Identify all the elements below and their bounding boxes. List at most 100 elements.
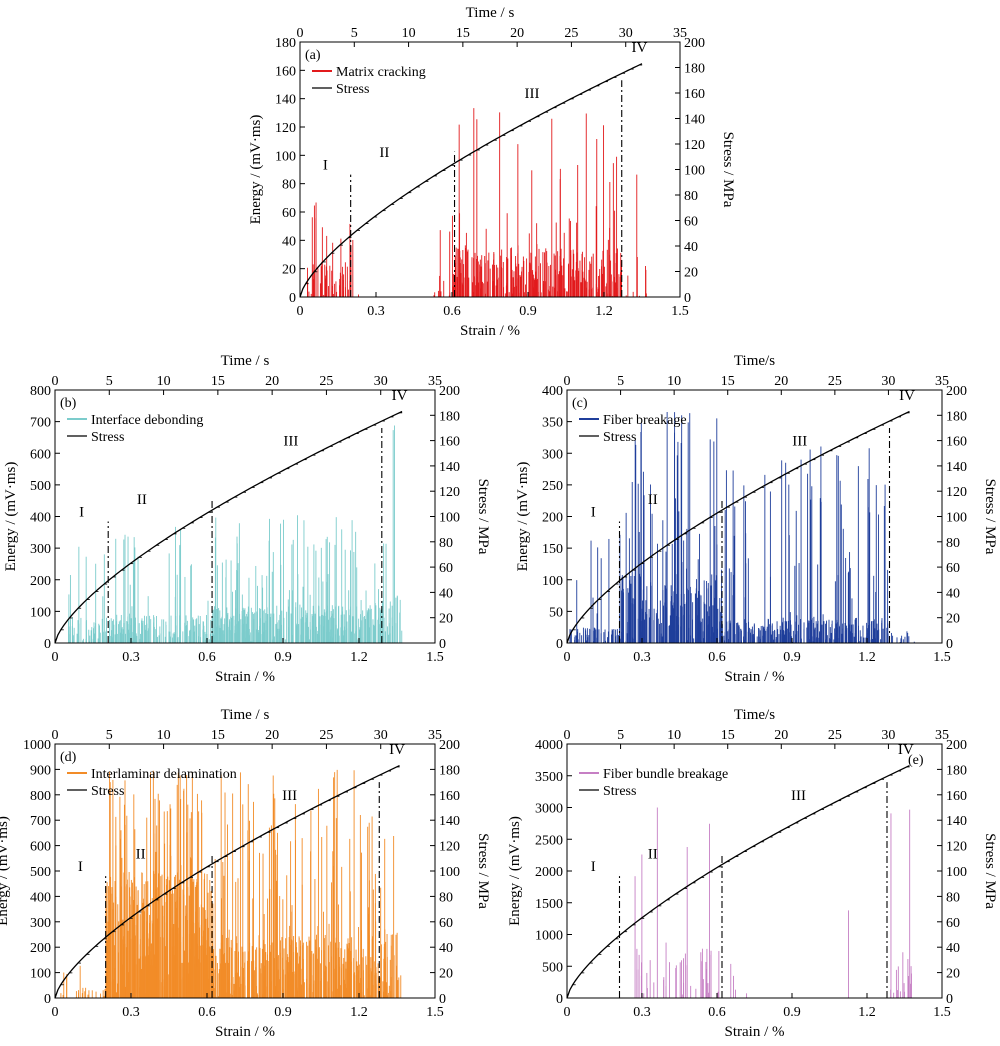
x2-tick-label: 20 [265,374,279,389]
x-tick-label: 0.3 [633,650,651,665]
x-tick-label: 1.5 [426,650,444,665]
x-tick-label: 1.2 [350,650,368,665]
x2-tick-label: 35 [673,26,687,41]
x2-tick-label: 35 [935,374,949,389]
y-tick-label: 1500 [535,897,563,912]
x-tick-label: 1.5 [426,1005,444,1020]
y2-axis-label: Stress / MPa [982,833,998,909]
y2-tick-label: 160 [439,435,460,450]
x-tick-label: 1.5 [933,650,951,665]
x2-tick-label: 10 [667,728,681,743]
y2-tick-label: 80 [946,536,960,551]
x2-tick-label: 10 [667,374,681,389]
x2-tick-label: 30 [374,374,388,389]
x2-tick-label: 15 [211,374,225,389]
x2-tick-label: 20 [774,374,788,389]
y2-tick-label: 40 [684,240,698,255]
x-tick-label: 0 [52,1005,59,1020]
x-tick-label: 1.5 [933,1005,951,1020]
y-tick-label: 600 [30,840,51,855]
y2-tick-label: 100 [946,865,967,880]
y2-tick-label: 140 [946,460,967,475]
x2-axis-label: Time / s [466,5,515,21]
y-tick-label: 400 [30,511,51,526]
x2-tick-label: 0 [564,374,571,389]
stage-label: IV [899,388,915,404]
y-tick-label: 200 [30,941,51,956]
y-tick-label: 80 [282,178,296,193]
stress-curve [54,765,400,999]
stage-label: II [379,145,389,161]
y2-tick-label: 200 [439,738,460,753]
y-tick-label: 250 [542,479,563,494]
y2-tick-label: 160 [439,789,460,804]
y-tick-label: 2500 [535,833,563,848]
x2-tick-label: 10 [157,728,171,743]
y-tick-label: 900 [30,763,51,778]
y2-axis-label: Stress / MPa [982,479,998,555]
x2-tick-label: 5 [617,728,624,743]
y2-tick-label: 120 [946,485,967,500]
legend-entry: Stress [603,784,636,799]
legend-entry: Interface debonding [91,413,203,428]
x2-tick-label: 35 [428,728,442,743]
y2-tick-label: 180 [439,409,460,424]
stage-label: III [525,86,540,102]
y2-tick-label: 160 [684,87,705,102]
y2-tick-label: 80 [684,189,698,204]
y2-tick-label: 0 [946,637,953,652]
x-tick-label: 0.6 [198,650,216,665]
y-tick-label: 100 [275,149,296,164]
y2-tick-label: 200 [946,384,967,399]
stage-label: IV [898,742,914,758]
y2-tick-label: 180 [684,62,705,77]
energy-bars [68,425,403,643]
y2-tick-label: 100 [684,164,705,179]
legend-entry: Fiber breakage [603,413,687,428]
y-tick-label: 700 [30,416,51,431]
x-tick-label: 0.3 [122,650,140,665]
x2-tick-label: 15 [721,374,735,389]
legend-entry: Stress [603,430,636,445]
y-tick-label: 500 [30,479,51,494]
y-tick-label: 300 [542,447,563,462]
y-tick-label: 0 [44,992,51,1007]
y-tick-label: 20 [282,263,296,278]
x-tick-label: 0.9 [274,1005,292,1020]
y2-tick-label: 0 [946,992,953,1007]
y2-tick-label: 80 [439,536,453,551]
x2-tick-label: 10 [157,374,171,389]
stage-label: I [323,158,328,174]
x2-tick-label: 20 [774,728,788,743]
x2-tick-label: 5 [106,374,113,389]
y2-tick-label: 140 [439,814,460,829]
y2-tick-label: 60 [439,916,453,931]
panel-label: (b) [60,396,77,411]
x2-tick-label: 25 [319,374,333,389]
stage-label: IV [389,742,405,758]
y2-tick-label: 40 [946,586,960,601]
y-tick-label: 100 [542,574,563,589]
x2-tick-label: 20 [265,728,279,743]
x2-tick-label: 25 [828,374,842,389]
y2-tick-label: 100 [946,511,967,526]
y2-tick-label: 40 [439,586,453,601]
legend: Fiber bundle breakage Stress [579,767,728,799]
y-tick-label: 500 [30,865,51,880]
y-tick-label: 0 [556,637,563,652]
y-tick-label: 700 [30,814,51,829]
y2-tick-label: 140 [946,814,967,829]
y2-tick-label: 120 [684,138,705,153]
x-tick-label: 0.9 [519,304,537,319]
y2-tick-label: 20 [684,266,698,281]
y2-tick-label: 180 [946,763,967,778]
y2-tick-label: 180 [439,763,460,778]
x2-tick-label: 25 [319,728,333,743]
y2-tick-label: 120 [946,840,967,855]
y2-tick-label: 200 [439,384,460,399]
